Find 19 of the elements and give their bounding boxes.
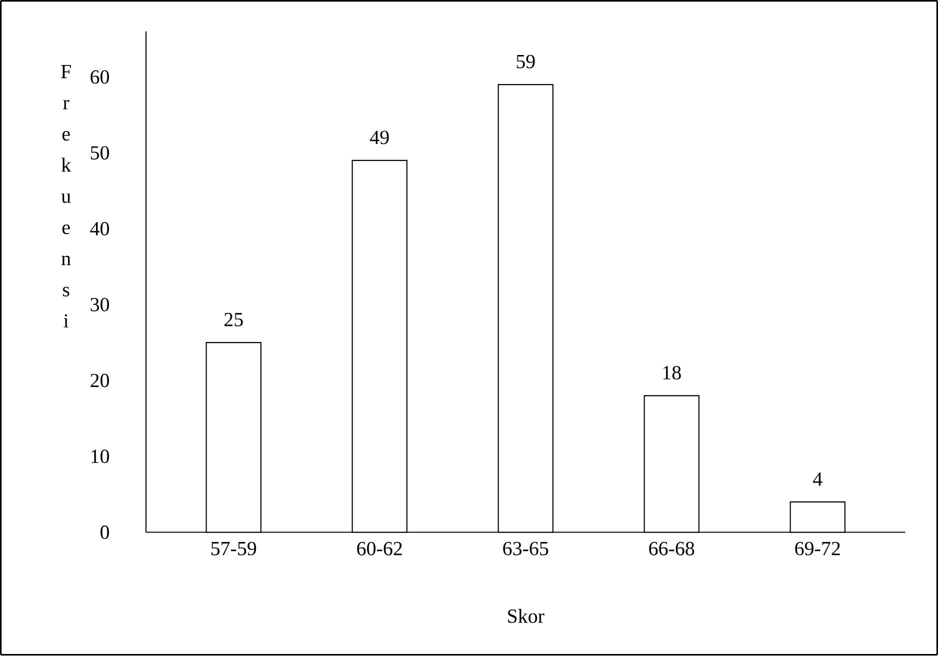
data-label: 25 (224, 313, 243, 326)
x-tick-label: 57-59 (211, 542, 256, 556)
text: Frekuensi (61, 65, 72, 328)
y-tick-label: 30 (90, 298, 110, 312)
x-tick-label: 60-62 (357, 542, 402, 556)
x-tick-label: 69-72 (795, 542, 840, 556)
x-tick-label: 63-65 (503, 542, 548, 556)
y-tick-label: 0 (100, 526, 110, 540)
y-tick-label: 60 (90, 70, 110, 84)
data-label: 18 (663, 366, 681, 380)
y-tick-label: 50 (90, 146, 110, 160)
data-label: 59 (516, 55, 535, 68)
data-label: 4 (813, 472, 822, 486)
y-tick-label: 20 (90, 374, 110, 388)
data-label: 49 (370, 130, 389, 144)
y-tick-label: 10 (92, 450, 110, 464)
x-axis-title: Skor (508, 609, 544, 624)
y-tick-label: 40 (90, 222, 110, 236)
x-tick-label: 66-68 (649, 542, 694, 556)
